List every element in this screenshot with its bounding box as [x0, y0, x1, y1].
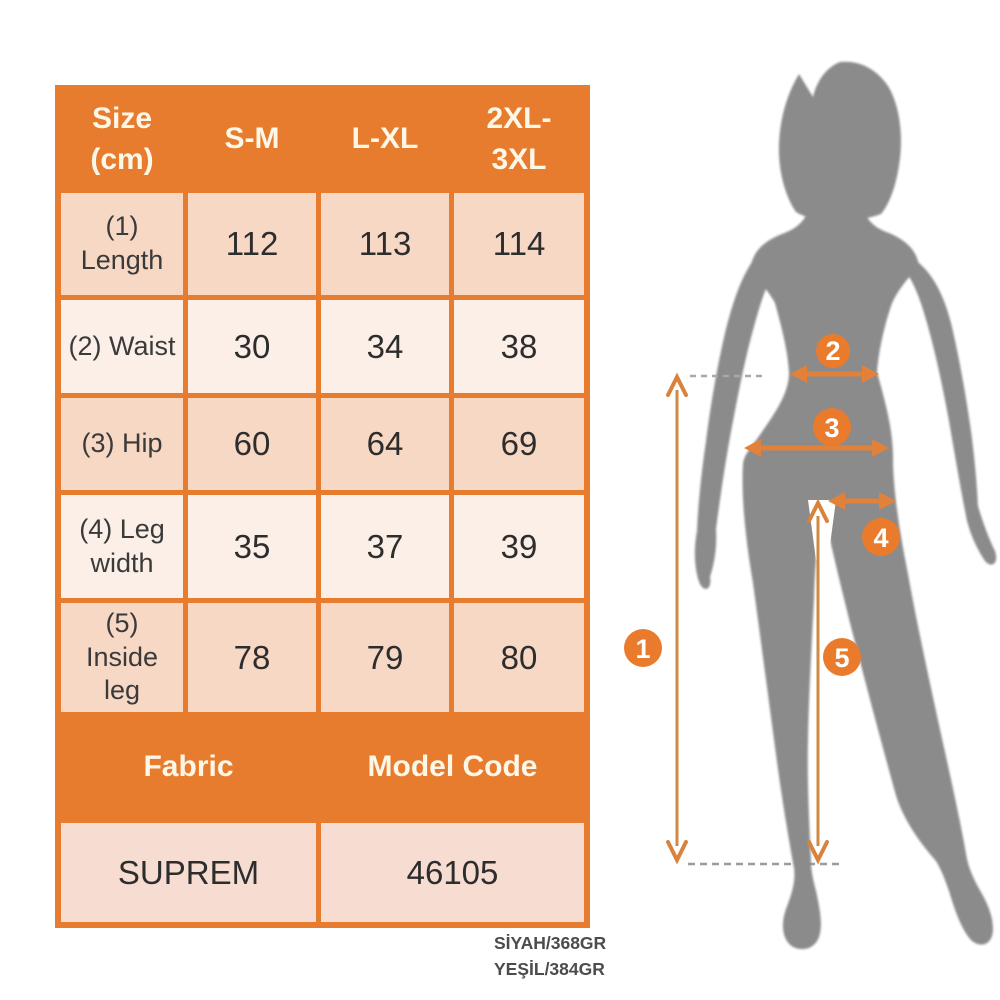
silhouette-right-arm [907, 262, 997, 565]
marker-4-number: 4 [873, 523, 888, 553]
marker-3-badge [813, 408, 851, 446]
fabric-value: SUPREM [61, 823, 316, 922]
leg-width-l-xl: 37 [321, 495, 449, 598]
col-header-l-xl: L-XL [321, 91, 449, 188]
hip-l-xl: 64 [321, 398, 449, 490]
row-label-hip: (3) Hip [61, 398, 183, 490]
row-label-inside-leg: (5) Inside leg [61, 603, 183, 712]
col-header-s-m: S-M [188, 91, 316, 188]
inside-leg-2xl-3xl: 80 [454, 603, 584, 712]
crotch-notch [808, 500, 836, 560]
waist-2xl-3xl: 38 [454, 300, 584, 393]
leg-width-s-m: 35 [188, 495, 316, 598]
marker-3-number: 3 [824, 413, 839, 443]
silhouette-left-arm [694, 260, 775, 589]
marker-2-number: 2 [825, 336, 840, 366]
color-weight-notes: SİYAH/368GR YEŞİL/384GR [494, 930, 606, 982]
hip-arrow [744, 439, 889, 457]
waist-s-m: 30 [188, 300, 316, 393]
marker-2-badge [816, 334, 850, 368]
leg-width-2xl-3xl: 39 [454, 495, 584, 598]
model-code-value: 46105 [321, 823, 584, 922]
inside-leg-l-xl: 79 [321, 603, 449, 712]
marker-5-badge [823, 638, 861, 676]
silhouette-head [778, 61, 901, 221]
fabric-header: Fabric [61, 717, 316, 818]
waist-arrow [790, 365, 879, 383]
row-label-leg-width: (4) Leg width [61, 495, 183, 598]
length-arrow [666, 372, 688, 865]
waist-l-xl: 34 [321, 300, 449, 393]
marker-1-badge [624, 629, 662, 667]
silhouette-body [742, 200, 993, 950]
inside-leg-arrow [807, 498, 829, 865]
leg-width-arrow [828, 492, 896, 510]
weight-note-green: YEŞİL/384GR [494, 959, 605, 979]
female-silhouette [694, 61, 997, 950]
row-label-length: (1) Length [61, 193, 183, 295]
hip-2xl-3xl: 69 [454, 398, 584, 490]
marker-5-number: 5 [834, 643, 849, 673]
marker-4-badge [862, 518, 900, 556]
measurement-figure: 1 2 3 4 5 [624, 61, 997, 950]
size-table: Size (cm) S-M L-XL 2XL- 3XL (1) Length 1… [55, 85, 590, 928]
model-code-header: Model Code [321, 717, 584, 818]
row-label-waist: (2) Waist [61, 300, 183, 393]
length-s-m: 112 [188, 193, 316, 295]
hip-s-m: 60 [188, 398, 316, 490]
size-unit-header: Size (cm) [61, 91, 183, 188]
col-header-2xl-3xl: 2XL- 3XL [454, 91, 584, 188]
inside-leg-s-m: 78 [188, 603, 316, 712]
length-2xl-3xl: 114 [454, 193, 584, 295]
marker-1-number: 1 [635, 634, 650, 664]
weight-note-black: SİYAH/368GR [494, 933, 607, 953]
length-l-xl: 113 [321, 193, 449, 295]
